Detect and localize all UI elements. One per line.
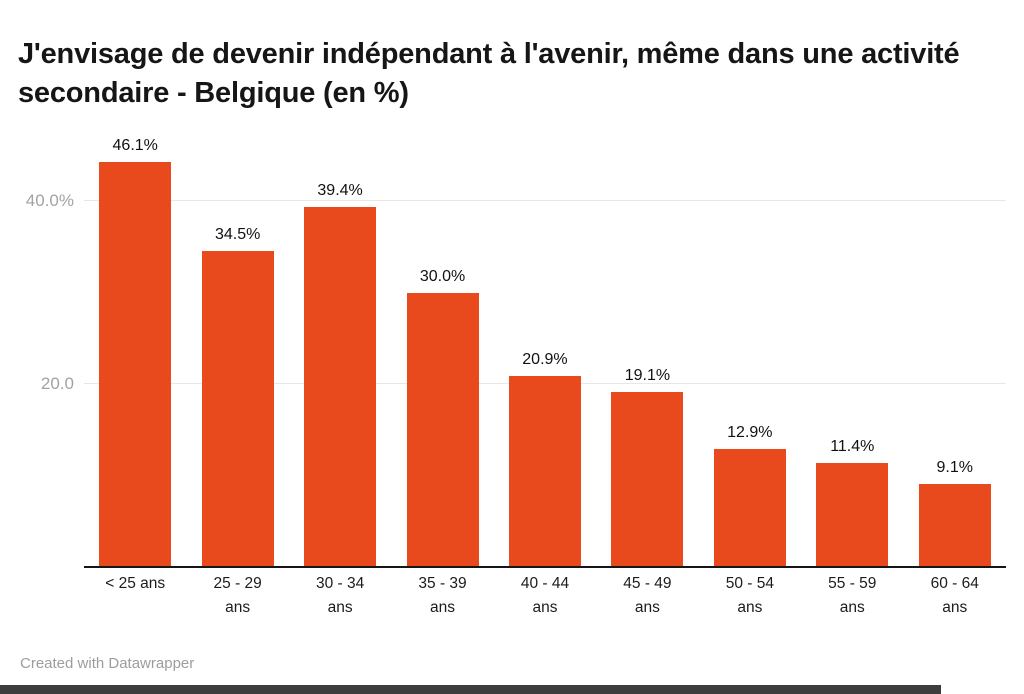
bar bbox=[406, 293, 479, 567]
x-axis-label: 25 - 29 ans bbox=[213, 575, 262, 617]
bar bbox=[508, 376, 581, 567]
bar-column: 34.5% bbox=[186, 137, 288, 567]
x-axis-label: 50 - 54 ans bbox=[725, 575, 774, 617]
bar-column: 46.1% bbox=[84, 137, 186, 567]
bar-value-label: 19.1% bbox=[624, 367, 671, 384]
bar bbox=[713, 449, 786, 567]
bar bbox=[611, 392, 684, 567]
chart-title: J'envisage de devenir indépendant à l'av… bbox=[18, 38, 960, 109]
bottom-bar bbox=[0, 685, 941, 694]
bar-value-label: 20.9% bbox=[522, 351, 568, 368]
bar-column: 20.9% bbox=[494, 137, 596, 567]
x-axis-label: < 25 ans bbox=[105, 575, 166, 592]
y-axis-tick-label: 40.0% bbox=[25, 191, 74, 211]
x-axis-label: 45 - 49 ans bbox=[623, 575, 672, 617]
bar-series: 46.1% 34.5% 39.4% 30.0% 20.9% 19.1% 12.9% 11.4%… bbox=[84, 137, 1006, 567]
x-axis-label: 40 - 44 ans bbox=[520, 575, 570, 617]
bar bbox=[201, 251, 274, 567]
bar-column: 30.0% bbox=[391, 137, 493, 567]
bar-value-label: 39.4% bbox=[317, 182, 363, 199]
bar-column: 19.1% bbox=[596, 137, 698, 567]
y-axis-tick-label: 20.0 bbox=[40, 374, 74, 394]
bar bbox=[816, 463, 889, 567]
x-axis-labels: < 25 ans 25 - 29 ans 30 - 34 ans 35 - 39 an… bbox=[84, 572, 1006, 620]
bar-column: 12.9% bbox=[699, 137, 801, 567]
bar-column: 11.4% bbox=[801, 137, 903, 567]
x-axis-label: 35 - 39 ans bbox=[418, 575, 467, 617]
bar-value-label: 12.9% bbox=[727, 424, 773, 441]
bar-column: 9.1% bbox=[904, 137, 1006, 567]
x-axis-label: 60 - 64 ans bbox=[930, 575, 979, 617]
bar-value-label: 46.1% bbox=[112, 137, 158, 154]
x-axis-label: 55 - 59 ans bbox=[828, 575, 877, 617]
bar-value-label: 30.0% bbox=[419, 268, 466, 285]
x-axis-label: 30 - 34 ans bbox=[315, 575, 365, 617]
bar-value-label: 34.5% bbox=[214, 226, 261, 243]
gridline bbox=[84, 200, 1006, 202]
bar bbox=[304, 207, 377, 567]
bar bbox=[918, 484, 991, 567]
bar-value-label: 9.1% bbox=[936, 459, 973, 476]
plot-area: 20.0 40.0% 46.1% 34.5% 39.4% 30.0% 20.9% 19.1%… bbox=[26, 137, 1006, 568]
bar bbox=[99, 162, 172, 567]
bar-column: 39.4% bbox=[289, 137, 391, 567]
x-axis-baseline bbox=[84, 566, 1006, 568]
datawrapper-credit: Created with Datawrapper bbox=[20, 655, 195, 672]
bar-value-label: 11.4% bbox=[830, 438, 875, 455]
